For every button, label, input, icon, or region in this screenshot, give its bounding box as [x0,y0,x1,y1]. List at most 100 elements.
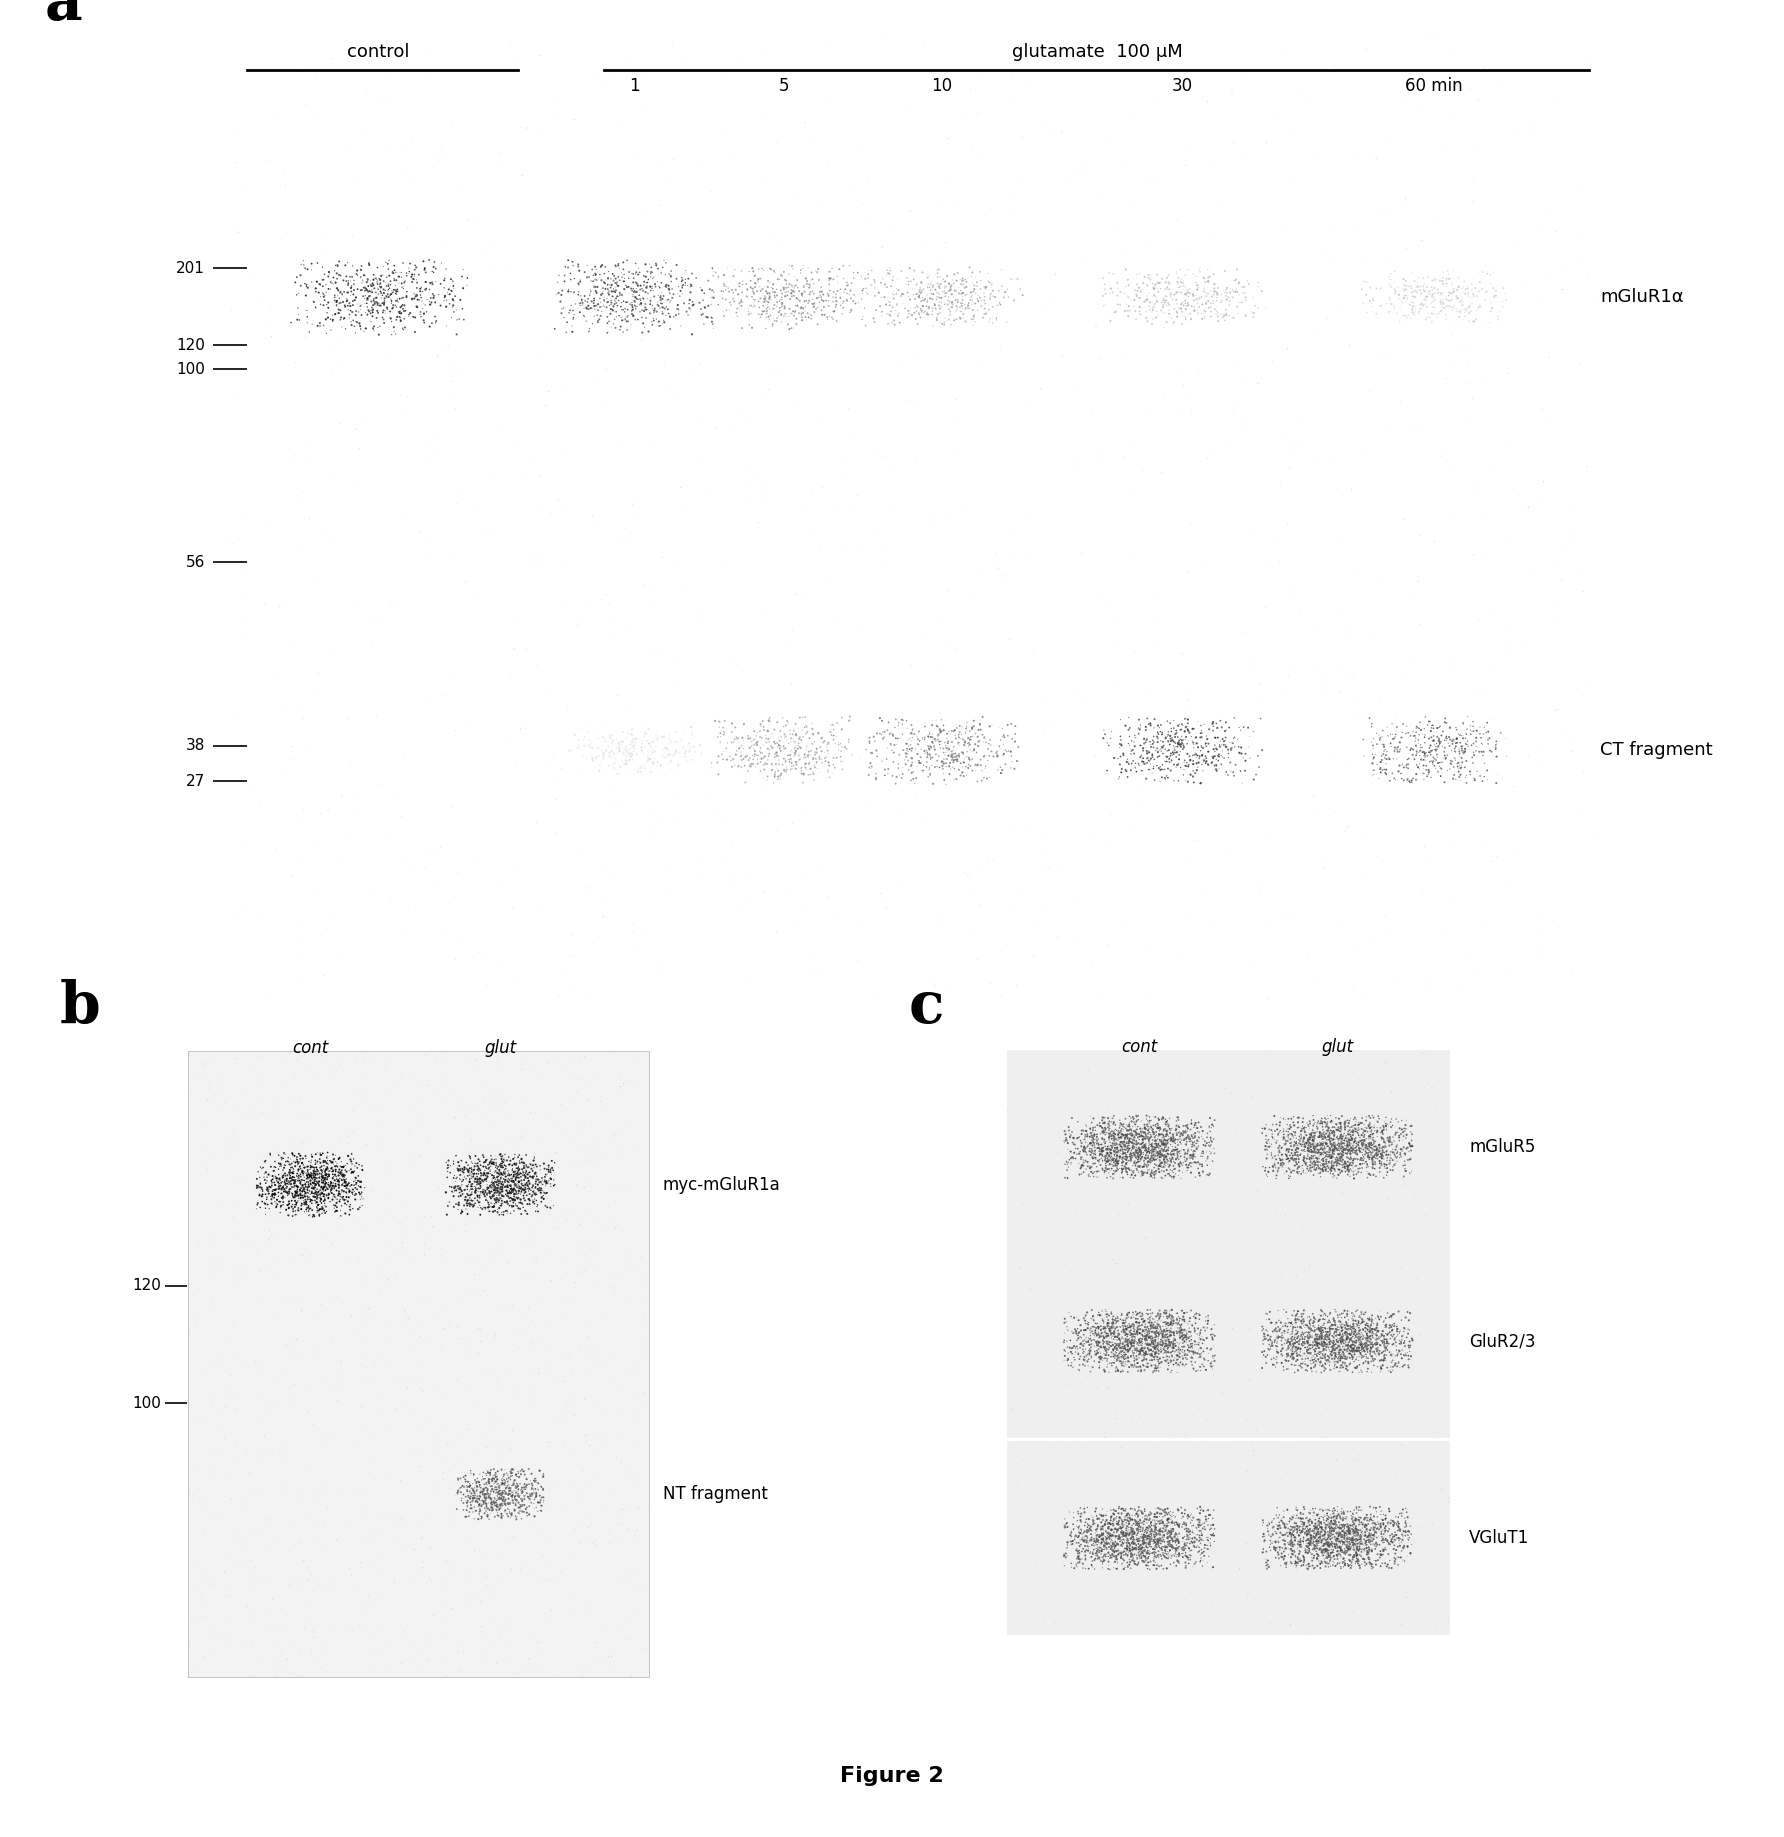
Point [1135,1335,1163,1365]
Point [1356,1335,1384,1365]
Point [1131,1133,1160,1163]
Point [1097,1543,1126,1572]
Point [466,1499,494,1528]
Point [1151,1516,1179,1545]
Point [1170,746,1199,775]
Point [835,395,863,424]
Point [1261,1326,1290,1356]
Point [482,1413,510,1442]
Point [1422,729,1450,759]
Point [259,1260,287,1290]
Point [1272,1501,1301,1530]
Point [635,1339,664,1369]
Point [612,294,640,323]
Point [904,283,933,312]
Point [312,298,341,327]
Point [735,744,764,773]
Point [1037,749,1065,779]
Point [1135,1549,1163,1578]
Point [500,1196,528,1225]
Point [305,310,334,340]
Point [1151,1110,1179,1139]
Point [1140,1157,1169,1187]
Point [562,1076,591,1106]
Point [491,1172,519,1201]
Point [910,298,938,327]
Point [1142,1302,1170,1332]
Point [319,1194,348,1223]
Point [1056,1521,1085,1550]
Point [790,277,819,307]
Point [1358,1306,1386,1335]
Point [500,1313,528,1343]
Point [1129,1547,1158,1576]
Point [1408,226,1436,255]
Point [421,423,450,452]
Point [1254,1547,1283,1576]
Point [194,1258,223,1288]
Point [227,1137,255,1166]
Point [953,761,981,790]
Point [1053,1541,1081,1571]
Point [453,1190,482,1220]
Point [1258,1117,1286,1146]
Point [441,1102,469,1132]
Point [505,1130,533,1159]
Point [1179,1345,1208,1374]
Point [1292,1514,1320,1543]
Point [558,1152,587,1181]
Point [1170,1332,1199,1361]
Point [1081,1139,1110,1168]
Point [1415,299,1443,329]
Point [1158,1143,1186,1172]
Point [1342,1354,1370,1383]
Point [1074,1326,1103,1356]
Point [1374,1319,1402,1348]
Point [1147,1534,1176,1563]
Point [1183,753,1211,783]
Point [1299,1493,1327,1523]
Point [1327,1523,1356,1552]
Point [202,1411,230,1440]
Point [1277,1157,1306,1187]
Point [1402,737,1431,766]
Point [1372,1319,1400,1348]
Point [1375,1530,1404,1560]
Point [1317,1130,1345,1159]
Point [1302,1347,1331,1376]
Point [1422,1596,1450,1626]
Point [1167,309,1195,338]
Point [473,1174,501,1203]
Point [1135,1323,1163,1352]
Point [1354,1330,1383,1359]
Point [1311,1514,1340,1543]
Point [1349,1130,1377,1159]
Point [494,1178,523,1207]
Point [287,1174,316,1203]
Point [1202,287,1231,316]
Point [1117,1525,1145,1554]
Point [1165,1330,1193,1359]
Point [1108,1328,1136,1358]
Point [1427,296,1456,325]
Point [1106,1301,1135,1330]
Point [1095,1128,1124,1157]
Point [1315,1313,1343,1343]
Point [221,1429,250,1459]
Point [496,1642,524,1672]
Point [608,296,637,325]
Point [1185,1505,1213,1534]
Point [1265,1119,1293,1148]
Point [257,321,285,351]
Point [1119,1133,1147,1163]
Point [494,1172,523,1201]
Point [1101,1130,1129,1159]
Point [517,1163,546,1192]
Point [1309,1332,1338,1361]
Point [505,1490,533,1519]
Point [946,761,974,790]
Point [496,1166,524,1196]
Point [1006,1354,1035,1383]
Point [1309,659,1338,689]
Point [1411,738,1440,768]
